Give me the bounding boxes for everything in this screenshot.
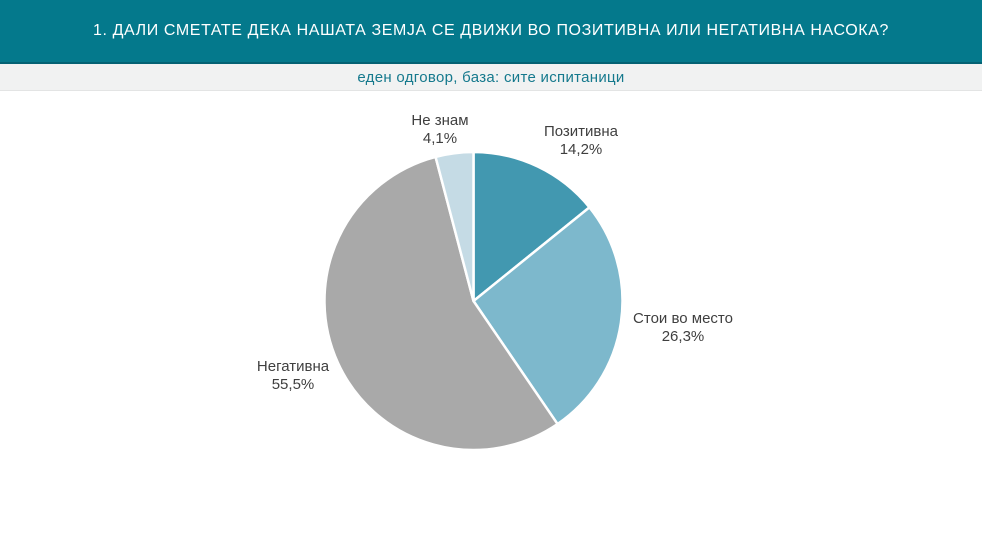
pie-slice-2 [323, 155, 559, 452]
slice-label-name: Не знам [411, 112, 469, 129]
pie-chart [323, 150, 624, 452]
pie-slice-3 [434, 150, 475, 303]
slice-label-name: Негативна [256, 358, 330, 375]
pie-slice-1 [472, 206, 624, 426]
chart-subtitle: еден одговор, база: сите испитаници [357, 68, 625, 86]
slice-label-value: 14,2% [559, 140, 603, 158]
slice-label-value: 55,5% [271, 375, 315, 393]
pie-slice-0 [472, 150, 591, 303]
slice-label-pozitivna: Позитивна 14,2% [544, 123, 618, 158]
slice-label-stoi-vo-mesto: Стои во место 26,3% [633, 310, 733, 345]
page-title: 1. ДАЛИ СМЕТАТЕ ДЕКА НАШАТА ЗЕМЈА СЕ ДВИ… [93, 22, 889, 39]
slice-label-ne-znam: Не знам 4,1% [411, 112, 468, 147]
subtitle-bar: еден одговор, база: сите испитаници [0, 64, 982, 91]
title-bar: 1. ДАЛИ СМЕТАТЕ ДЕКА НАШАТА ЗЕМЈА СЕ ДВИ… [0, 0, 982, 64]
slice-label-value: 26,3% [661, 327, 705, 345]
slice-label-negativna: Негативна 55,5% [257, 358, 329, 393]
slice-label-name: Позитивна [543, 123, 619, 140]
slice-label-name: Стои во место [633, 310, 733, 327]
slice-label-value: 4,1% [422, 129, 458, 147]
